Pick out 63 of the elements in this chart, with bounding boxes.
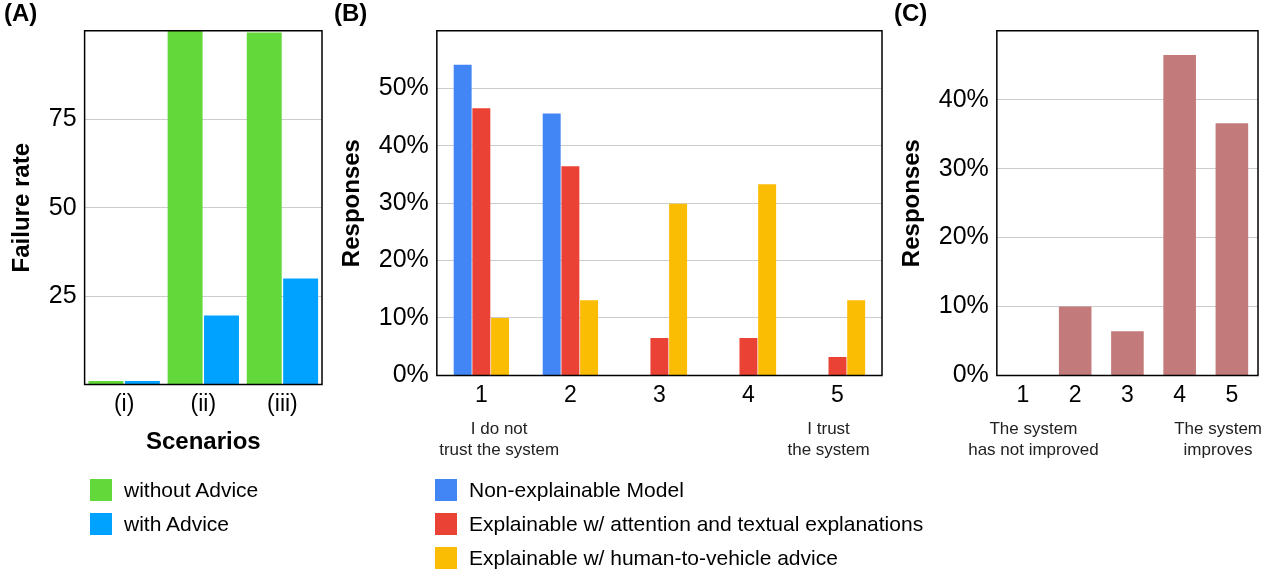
y-axis-title: Responses [897,139,925,268]
y-tick-label: 75 [48,103,77,132]
x-tick-label: 5 [831,380,844,407]
y-axis-title: Failure rate [7,143,35,273]
x-tick-label: 3 [1121,380,1134,407]
text: The system has not improved [968,419,1099,460]
x-tick-label: 1 [1016,380,1030,407]
y-tick-label: 40% [938,83,989,112]
y-tick-label: 20% [378,244,429,273]
bar [669,203,688,375]
text: The system improves [1174,419,1262,460]
y-tick-label: 0% [392,359,429,388]
y-tick-label: 20% [938,221,989,250]
x-tick-label: (ii) [190,389,217,416]
bar [561,166,580,375]
x-axis-title: Scenarios [145,427,261,455]
x-tick-label: (i) [113,389,135,416]
bar [739,338,758,375]
chart-title: (B) [334,0,368,27]
bar [650,338,669,375]
bar [491,317,510,375]
bar [580,300,599,375]
bar [246,32,282,385]
x-tick-label: 2 [1068,380,1082,407]
x-tick-label: 4 [742,380,756,407]
x-tick-label: 1 [474,380,488,407]
bar [1058,306,1092,375]
bar [828,357,847,375]
y-tick-label: 0% [952,359,989,388]
x-tick-label: (iii) [267,389,298,416]
legend-label: Explainable w/ human-to-vehicle advice [469,546,838,570]
bar [1111,331,1144,375]
legend-label: Non-explainable Model [469,478,684,502]
y-tick-label: 10% [938,290,989,319]
bar [167,30,203,385]
y-axis-title: Responses [337,139,365,268]
y-tick-label: 10% [378,301,429,330]
text: I do not trust the system [439,419,560,460]
chart-title: (C) [894,0,928,27]
bar [472,108,491,375]
y-tick-label: 50 [48,191,77,220]
bar [453,64,472,375]
y-tick-label: 40% [378,129,429,158]
x-tick-label: 5 [1225,380,1239,407]
legend-label: Explainable w/ attention and textual explanations [469,512,924,536]
legend-label: with Advice [124,512,230,536]
y-tick-label: 30% [378,186,429,215]
bar [758,184,777,375]
chart-title: (A) [4,0,38,27]
legend-label: without Advice [124,478,259,502]
text: I trust the system [787,419,870,460]
bar [1215,123,1249,375]
bar [847,300,866,375]
x-tick-label: 2 [563,380,577,407]
bar [1163,54,1196,375]
bar [542,113,561,375]
y-tick-label: 30% [938,152,989,181]
y-tick-label: 25 [48,280,77,309]
bar [283,278,319,385]
x-tick-label: 3 [653,380,666,407]
y-tick-label: 50% [378,72,429,101]
bar [204,315,239,385]
x-tick-label: 4 [1173,380,1187,407]
